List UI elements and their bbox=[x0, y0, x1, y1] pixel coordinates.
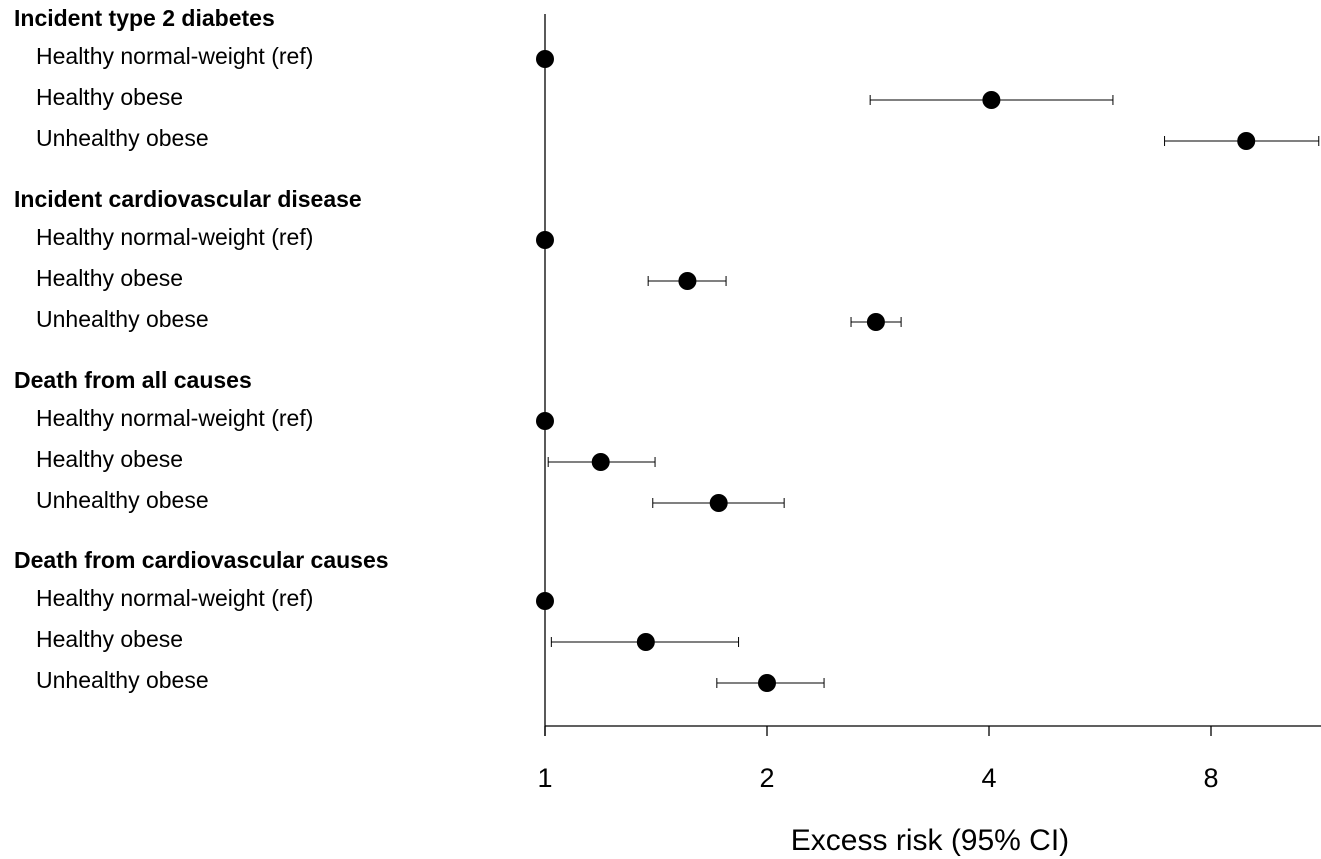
estimate-point bbox=[536, 50, 554, 68]
estimate-point bbox=[536, 412, 554, 430]
estimate-point bbox=[636, 633, 655, 651]
row-label: Unhealthy obese bbox=[36, 125, 209, 151]
row-label: Unhealthy obese bbox=[36, 306, 209, 332]
group-title: Death from all causes bbox=[14, 367, 252, 393]
x-tick-label: 8 bbox=[1203, 763, 1218, 793]
x-axis: Excess risk (95% CI) 1 2 4 8 bbox=[537, 14, 1321, 857]
row-label: Healthy normal-weight (ref) bbox=[36, 43, 313, 69]
row-label: Healthy obese bbox=[36, 84, 183, 110]
row-label: Unhealthy obese bbox=[36, 487, 209, 513]
x-tick-label: 1 bbox=[537, 763, 552, 793]
estimate-point bbox=[866, 313, 885, 331]
group-title: Death from cardiovascular causes bbox=[14, 547, 389, 573]
row-label: Healthy obese bbox=[36, 446, 183, 472]
x-tick-label: 4 bbox=[981, 763, 996, 793]
group-title: Incident cardiovascular disease bbox=[14, 186, 362, 212]
group-title: Incident type 2 diabetes bbox=[14, 5, 275, 31]
estimates bbox=[536, 50, 1320, 692]
estimate-point bbox=[1237, 132, 1256, 150]
x-axis-title: Excess risk (95% CI) bbox=[791, 824, 1069, 857]
estimate-point bbox=[678, 272, 697, 290]
row-label: Healthy normal-weight (ref) bbox=[36, 405, 313, 431]
estimate-point bbox=[536, 592, 554, 610]
estimate-point bbox=[536, 231, 554, 249]
row-label: Healthy obese bbox=[36, 626, 183, 652]
estimate-point bbox=[982, 91, 1001, 109]
row-label: Healthy obese bbox=[36, 265, 183, 291]
row-label: Healthy normal-weight (ref) bbox=[36, 585, 313, 611]
estimate-point bbox=[709, 494, 728, 512]
row-labels: Incident type 2 diabetes Healthy normal-w… bbox=[14, 5, 389, 693]
x-tick-label: 2 bbox=[759, 763, 774, 793]
estimate-point bbox=[591, 453, 610, 471]
row-label: Unhealthy obese bbox=[36, 667, 209, 693]
estimate-point bbox=[758, 674, 776, 692]
row-label: Healthy normal-weight (ref) bbox=[36, 224, 313, 250]
